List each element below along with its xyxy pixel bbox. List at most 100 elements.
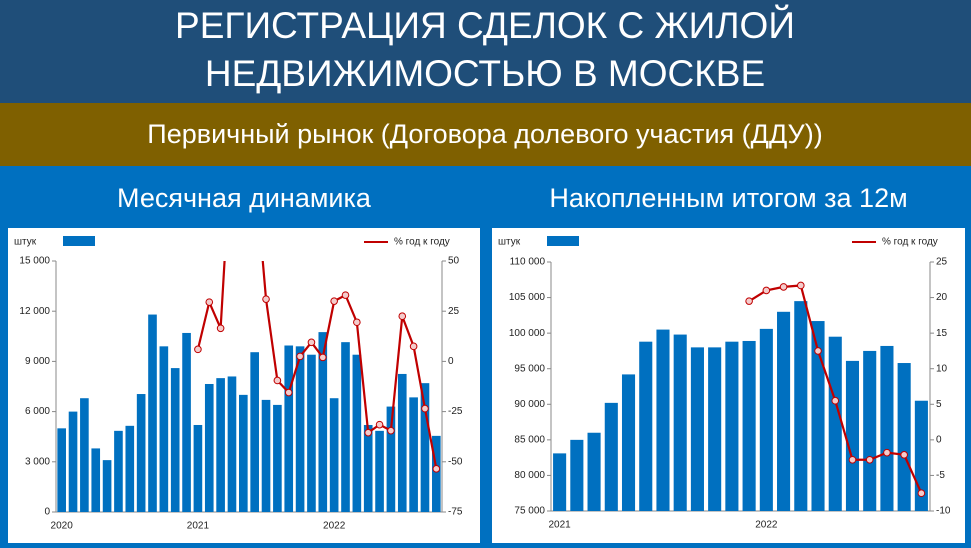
line-marker xyxy=(307,338,316,347)
y2-tick-label: 5 xyxy=(936,399,942,410)
bar xyxy=(656,329,670,511)
line xyxy=(196,261,438,470)
y-axis-label: штук xyxy=(14,237,37,248)
bar xyxy=(432,435,441,512)
subtitle-band xyxy=(0,103,971,166)
bar xyxy=(125,425,135,512)
bar xyxy=(295,346,305,512)
line-marker xyxy=(262,295,270,303)
bar xyxy=(250,352,259,512)
bar xyxy=(307,354,316,512)
bar xyxy=(759,328,773,511)
y-tick-label: 9 000 xyxy=(25,356,50,367)
bar xyxy=(880,345,894,511)
bar xyxy=(845,360,860,511)
y2-tick-label: -10 xyxy=(936,506,951,517)
bar xyxy=(811,321,825,511)
line-marker xyxy=(421,404,429,413)
y-tick-label: 100 000 xyxy=(509,328,546,339)
legend-label: % год к году xyxy=(882,237,938,248)
bar xyxy=(204,383,214,512)
line-marker xyxy=(883,448,891,457)
title: НЕДВИЖИМОСТЬЮ В МОСКВЕ xyxy=(205,53,765,94)
bar xyxy=(80,398,89,512)
y2-tick-label: 25 xyxy=(936,257,948,268)
y2-tick-label: 15 xyxy=(936,328,948,339)
bar xyxy=(352,354,362,512)
x-tick-label: 2020 xyxy=(51,521,74,532)
y-tick-label: 95 000 xyxy=(514,363,545,374)
line-marker xyxy=(917,489,926,498)
y-tick-label: 6 000 xyxy=(25,406,50,417)
y2-tick-label: 0 xyxy=(448,356,454,367)
y2-tick-label: -50 xyxy=(448,456,463,467)
line-marker xyxy=(409,342,418,351)
bar xyxy=(639,341,653,511)
line-marker xyxy=(865,455,874,464)
x-tick-label: 2021 xyxy=(548,520,571,531)
bar xyxy=(329,398,339,512)
y2-tick-label: 20 xyxy=(936,292,948,303)
bar xyxy=(742,340,756,511)
bar xyxy=(409,397,418,512)
line-marker xyxy=(216,324,225,333)
legend-swatch xyxy=(63,236,95,246)
bar xyxy=(91,448,101,512)
line-marker xyxy=(796,281,805,290)
bar xyxy=(273,404,282,512)
y-tick-label: 105 000 xyxy=(509,292,546,303)
bar xyxy=(397,373,407,512)
line-marker xyxy=(900,450,908,459)
y-tick-label: 12 000 xyxy=(19,306,50,317)
y-tick-label: 15 000 xyxy=(19,256,50,267)
chart-title: Накопленным итогом за 12м xyxy=(549,183,907,213)
bar xyxy=(553,453,567,511)
bar xyxy=(148,314,157,512)
line-marker xyxy=(330,297,338,305)
line-marker xyxy=(398,312,407,321)
title-band xyxy=(0,0,971,103)
bar xyxy=(587,432,601,511)
bar xyxy=(216,378,225,512)
y2-tick-label: 10 xyxy=(936,363,948,374)
line-marker xyxy=(831,396,840,405)
legend-label: % год к году xyxy=(394,237,450,248)
bar xyxy=(863,350,877,511)
bar xyxy=(828,336,842,511)
bar xyxy=(363,424,373,512)
y-tick-label: 80 000 xyxy=(514,470,545,481)
legend-swatch xyxy=(547,236,579,246)
y2-tick-label: 0 xyxy=(936,434,942,445)
bar xyxy=(897,363,911,511)
y2-tick-label: -25 xyxy=(448,406,463,417)
line-marker xyxy=(432,465,441,473)
x-tick-label: 2022 xyxy=(323,521,346,532)
bar xyxy=(794,301,808,511)
subtitle: Первичный рынок (Договора долевого участ… xyxy=(147,119,822,149)
y-axis-label: штук xyxy=(498,237,521,248)
line-marker xyxy=(273,376,282,385)
bar xyxy=(621,374,636,511)
y2-tick-label: 25 xyxy=(448,306,460,317)
line-marker xyxy=(318,353,327,362)
bar xyxy=(136,394,146,512)
bar xyxy=(193,424,203,512)
line-marker xyxy=(814,347,822,355)
line-marker xyxy=(341,291,350,299)
bar xyxy=(690,347,704,511)
bar xyxy=(284,345,294,512)
y-tick-label: 110 000 xyxy=(510,257,546,268)
bar xyxy=(386,406,396,512)
chart-title: Месячная динамика xyxy=(117,183,372,213)
y-tick-label: 75 000 xyxy=(514,506,545,517)
line-marker xyxy=(375,420,384,429)
line-marker xyxy=(364,428,373,437)
bar xyxy=(114,430,123,512)
y-tick-label: 0 xyxy=(44,507,50,518)
y2-tick-label: -5 xyxy=(936,470,945,481)
line-marker xyxy=(284,388,293,397)
line-marker xyxy=(205,298,214,306)
x-tick-label: 2022 xyxy=(755,520,778,531)
